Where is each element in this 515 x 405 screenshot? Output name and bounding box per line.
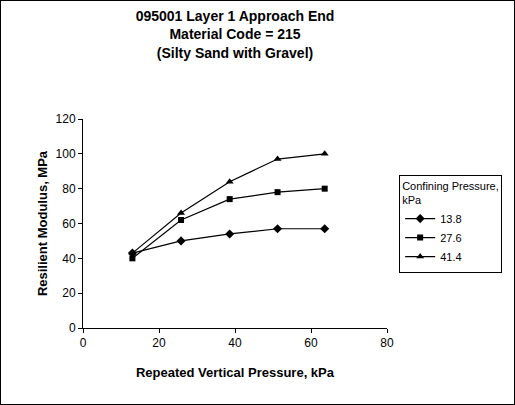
svg-text:13.8: 13.8 (440, 213, 461, 225)
svg-text:27.6: 27.6 (440, 232, 461, 244)
svg-text:60: 60 (62, 217, 76, 231)
svg-text:Resilient Modulus, MPa: Resilient Modulus, MPa (35, 150, 50, 296)
svg-text:60: 60 (304, 336, 318, 350)
svg-text:095001 Layer 1 Approach EndMat: 095001 Layer 1 Approach EndMaterial Code… (136, 8, 335, 60)
svg-text:Confining Pressure,kPa: Confining Pressure,kPa (402, 180, 499, 206)
svg-text:120: 120 (56, 112, 76, 126)
svg-text:80: 80 (62, 182, 76, 196)
svg-text:0: 0 (69, 321, 76, 335)
svg-text:80: 80 (380, 336, 394, 350)
svg-text:40: 40 (228, 336, 242, 350)
svg-text:20: 20 (62, 286, 76, 300)
svg-text:40: 40 (62, 252, 76, 266)
svg-text:100: 100 (56, 147, 76, 161)
svg-text:0: 0 (80, 336, 87, 350)
svg-text:20: 20 (152, 336, 166, 350)
svg-text:41.4: 41.4 (440, 251, 461, 263)
svg-text:Repeated Vertical Pressure, kP: Repeated Vertical Pressure, kPa (136, 365, 335, 380)
